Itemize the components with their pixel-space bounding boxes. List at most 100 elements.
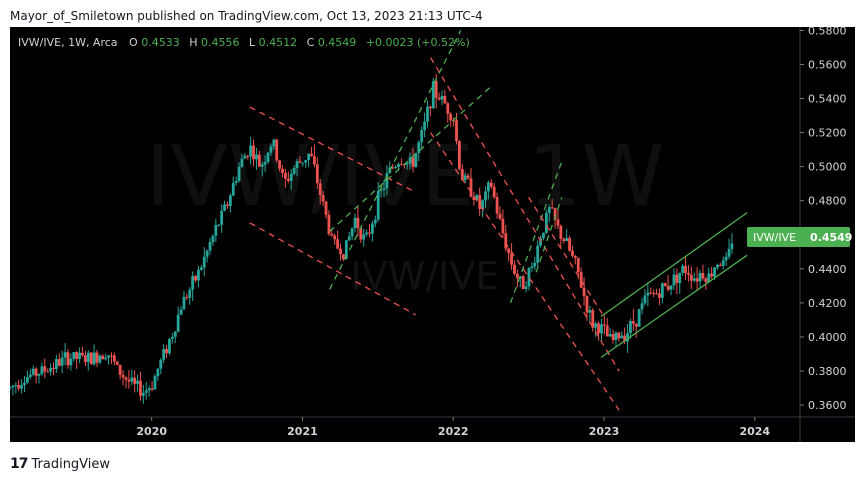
red-channel-line[interactable]: [528, 196, 605, 317]
candle-down: [521, 274, 525, 290]
candle-body: [231, 182, 235, 196]
red-channel-line[interactable]: [430, 132, 620, 411]
candle-body: [249, 145, 253, 157]
candle-body: [304, 160, 308, 163]
candle-down: [139, 371, 142, 401]
red-channel-line[interactable]: [430, 57, 620, 372]
candle-up: [423, 112, 426, 138]
candle-body: [11, 385, 15, 388]
candlestick-series: [10, 73, 734, 404]
candle-body: [333, 235, 337, 240]
svg-text:IVW/IVE, 1W, Arca O: IVW/IVE, 1W, Arca O 0.4533 H 0.4556 L 0.…: [18, 36, 470, 49]
last-price-badge[interactable]: IVW/IVE 0.4549: [747, 227, 852, 247]
green-channel-line[interactable]: [509, 161, 563, 304]
time-axis: 2020 2021 2022 2023 2024: [136, 417, 770, 438]
candle-body: [365, 232, 369, 235]
candle-down: [95, 349, 99, 368]
candle-down: [515, 269, 519, 287]
candle-body: [246, 155, 250, 157]
candle-up: [362, 228, 366, 247]
candle-down: [469, 167, 473, 198]
candle-up: [266, 151, 270, 165]
tradingview-brand: TradingView: [31, 456, 111, 472]
chart-panel[interactable]: IVW/IVE, 1W IVW/IVE 0.3600 0.3800 0.4000 0.…: [10, 27, 855, 442]
candle-up: [307, 153, 311, 168]
candle-body: [284, 173, 287, 179]
candle-down: [339, 243, 342, 261]
candle-body: [86, 352, 90, 363]
green-channel-line[interactable]: [329, 30, 462, 290]
candle-body: [559, 225, 563, 239]
candle-body: [46, 371, 50, 373]
candle-down: [495, 192, 499, 219]
candle-body: [83, 355, 87, 363]
candle-body: [576, 257, 580, 273]
candle-body: [170, 336, 174, 339]
candle-up: [544, 209, 548, 235]
candle-down: [675, 268, 679, 295]
candle-body: [188, 289, 192, 298]
candle-up: [214, 218, 218, 242]
candle-body: [147, 388, 151, 391]
candle-up: [249, 137, 253, 165]
candle-down: [115, 360, 119, 366]
candle-up: [565, 228, 569, 242]
candle-body: [466, 175, 470, 179]
candle-body: [324, 201, 328, 215]
green-channel-line[interactable]: [329, 86, 492, 232]
candle-body: [562, 238, 566, 242]
candle-down: [284, 168, 287, 188]
candle-body: [353, 217, 357, 229]
candle-body: [443, 95, 447, 104]
candle-body: [286, 178, 290, 181]
candle-body: [460, 168, 464, 181]
price-chart[interactable]: IVW/IVE, 1W IVW/IVE 0.3600 0.3800 0.4000 0.…: [10, 27, 855, 442]
green-trendline-line[interactable]: [600, 254, 748, 358]
candle-up: [86, 350, 90, 371]
candle-up: [54, 355, 58, 373]
candle-up: [527, 266, 531, 291]
candle-body: [234, 181, 238, 183]
green-trendline-line[interactable]: [600, 212, 748, 318]
candle-body: [330, 233, 334, 236]
candle-up: [243, 153, 247, 159]
green-channel-line[interactable]: [535, 197, 563, 273]
candle-body: [408, 157, 412, 164]
candle-body: [687, 273, 690, 275]
candle-body: [263, 162, 267, 165]
candle-body: [394, 166, 398, 168]
candle-body: [605, 325, 609, 337]
candle-up: [240, 153, 244, 168]
candle-body: [713, 267, 716, 277]
candle-down: [658, 288, 661, 306]
candle-body: [220, 210, 224, 225]
candle-body: [275, 139, 279, 161]
candle-body: [486, 182, 490, 192]
candle-body: [591, 310, 595, 328]
candle-body: [501, 218, 505, 234]
candle-up: [698, 269, 702, 289]
candle-down: [315, 157, 319, 189]
candle-body: [260, 164, 264, 167]
red-channel-line[interactable]: [249, 106, 416, 193]
candle-down: [226, 201, 229, 209]
candle-body: [379, 189, 383, 191]
candle-body: [141, 392, 145, 396]
candle-body: [544, 212, 548, 233]
candle-body: [318, 183, 322, 196]
candle-body: [701, 273, 705, 279]
legend-close-value: 0.4549: [318, 36, 357, 49]
candle-up: [40, 362, 44, 376]
candle-body: [78, 352, 81, 359]
candle-down: [356, 206, 360, 237]
legend-high-label: H: [189, 36, 197, 49]
candle-body: [179, 309, 183, 315]
candle-up: [414, 152, 418, 168]
red-channel-line[interactable]: [249, 222, 416, 316]
candle-up: [144, 382, 148, 400]
tradingview-logo[interactable]: 17 TradingView: [10, 455, 110, 473]
candle-body: [620, 335, 624, 339]
candle-up: [156, 368, 160, 381]
candle-body: [344, 240, 348, 260]
candle-up: [217, 223, 221, 227]
